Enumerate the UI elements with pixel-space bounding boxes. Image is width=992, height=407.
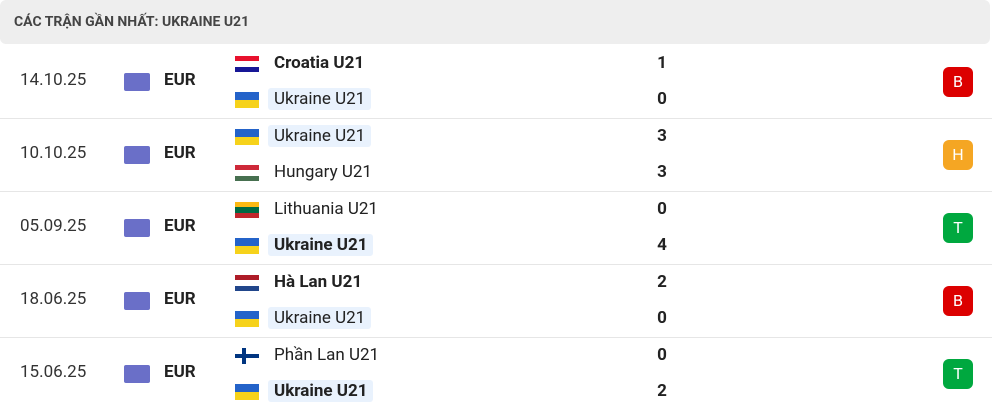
team-score: 2 bbox=[657, 381, 667, 401]
flag-stripe bbox=[235, 61, 259, 67]
competition: EUR bbox=[164, 289, 196, 309]
team-flag bbox=[235, 275, 259, 291]
team-score: 3 bbox=[657, 126, 667, 146]
flag-stripe bbox=[235, 100, 259, 108]
flag-stripe bbox=[235, 207, 259, 213]
team-score: 4 bbox=[657, 235, 667, 255]
header-title: CÁC TRẬN GẦN NHẤT: UKRAINE U21 bbox=[14, 14, 250, 30]
team-score: 1 bbox=[657, 53, 667, 73]
flag-stripe bbox=[235, 92, 259, 100]
team-flag bbox=[235, 56, 259, 72]
team-name: Phần Lan U21 bbox=[274, 345, 380, 365]
team-score: 2 bbox=[657, 272, 667, 292]
match-row[interactable]: 18.06.25 EUR Hà Lan U21 2 Ukraine U21 0 B bbox=[0, 265, 992, 338]
result-badge: B bbox=[943, 67, 973, 97]
competition: EUR bbox=[164, 143, 196, 163]
team-name: Ukraine U21 bbox=[268, 380, 374, 402]
result-badge: H bbox=[943, 140, 973, 170]
match-date: 14.10.25 bbox=[20, 70, 87, 90]
match-date: 05.09.25 bbox=[20, 216, 87, 236]
team-name: Lithuania U21 bbox=[274, 199, 378, 219]
flag-stripe bbox=[235, 129, 259, 137]
team-flag bbox=[235, 384, 259, 400]
team-name: Ukraine U21 bbox=[268, 125, 372, 147]
team-flag bbox=[235, 202, 259, 218]
match-row[interactable]: 05.09.25 EUR Lithuania U21 0 Ukraine U21 4 T bbox=[0, 192, 992, 265]
team-flag bbox=[235, 348, 259, 364]
competition-icon bbox=[124, 365, 150, 383]
competition-icon bbox=[124, 292, 150, 310]
match-row[interactable]: 15.06.25 EUR Phần Lan U21 0 Ukraine U21 2 T bbox=[0, 338, 992, 407]
flag-stripe bbox=[235, 56, 259, 62]
team-name: Ukraine U21 bbox=[268, 307, 372, 329]
team-flag bbox=[235, 129, 259, 145]
match-date: 18.06.25 bbox=[20, 289, 87, 309]
competition-icon bbox=[124, 146, 150, 164]
result-badge: B bbox=[943, 286, 973, 316]
team-flag bbox=[235, 165, 259, 181]
flag-stripe bbox=[235, 319, 259, 327]
match-row[interactable]: 14.10.25 EUR Croatia U21 1 Ukraine U21 0 B bbox=[0, 46, 992, 119]
flag-stripe bbox=[235, 165, 259, 171]
flag-stripe bbox=[235, 170, 259, 176]
team-name: Hà Lan U21 bbox=[274, 272, 363, 292]
result-badge: T bbox=[943, 359, 973, 389]
competition-icon bbox=[124, 73, 150, 91]
match-date: 15.06.25 bbox=[20, 362, 87, 382]
competition: EUR bbox=[164, 70, 196, 90]
team-name: Ukraine U21 bbox=[268, 88, 372, 110]
team-flag bbox=[235, 311, 259, 327]
flag-stripe bbox=[235, 66, 259, 72]
team-score: 0 bbox=[657, 89, 667, 109]
flag-stripe bbox=[235, 311, 259, 319]
team-flag bbox=[235, 92, 259, 108]
flag-stripe bbox=[235, 275, 259, 281]
flag-stripe bbox=[235, 175, 259, 181]
match-row[interactable]: 10.10.25 EUR Ukraine U21 3 Hungary U21 3 H bbox=[0, 119, 992, 192]
team-score: 0 bbox=[657, 308, 667, 328]
competition: EUR bbox=[164, 216, 196, 236]
team-score: 0 bbox=[657, 199, 667, 219]
team-score: 3 bbox=[657, 162, 667, 182]
flag-stripe bbox=[235, 212, 259, 218]
flag-stripe bbox=[235, 246, 259, 254]
flag-stripe bbox=[235, 285, 259, 291]
team-name: Hungary U21 bbox=[274, 162, 372, 182]
flag-stripe bbox=[235, 384, 259, 392]
flag-stripe bbox=[235, 202, 259, 208]
match-date: 10.10.25 bbox=[20, 143, 87, 163]
team-flag bbox=[235, 238, 259, 254]
flag-stripe bbox=[235, 137, 259, 145]
team-score: 0 bbox=[657, 345, 667, 365]
result-badge: T bbox=[943, 213, 973, 243]
competition: EUR bbox=[164, 362, 196, 382]
team-name: Ukraine U21 bbox=[268, 234, 374, 256]
flag-cross bbox=[235, 354, 259, 358]
team-name: Croatia U21 bbox=[274, 53, 365, 73]
flag-stripe bbox=[235, 392, 259, 400]
competition-icon bbox=[124, 219, 150, 237]
flag-stripe bbox=[235, 238, 259, 246]
header: CÁC TRẬN GẦN NHẤT: UKRAINE U21 bbox=[0, 0, 990, 44]
flag-stripe bbox=[235, 280, 259, 286]
